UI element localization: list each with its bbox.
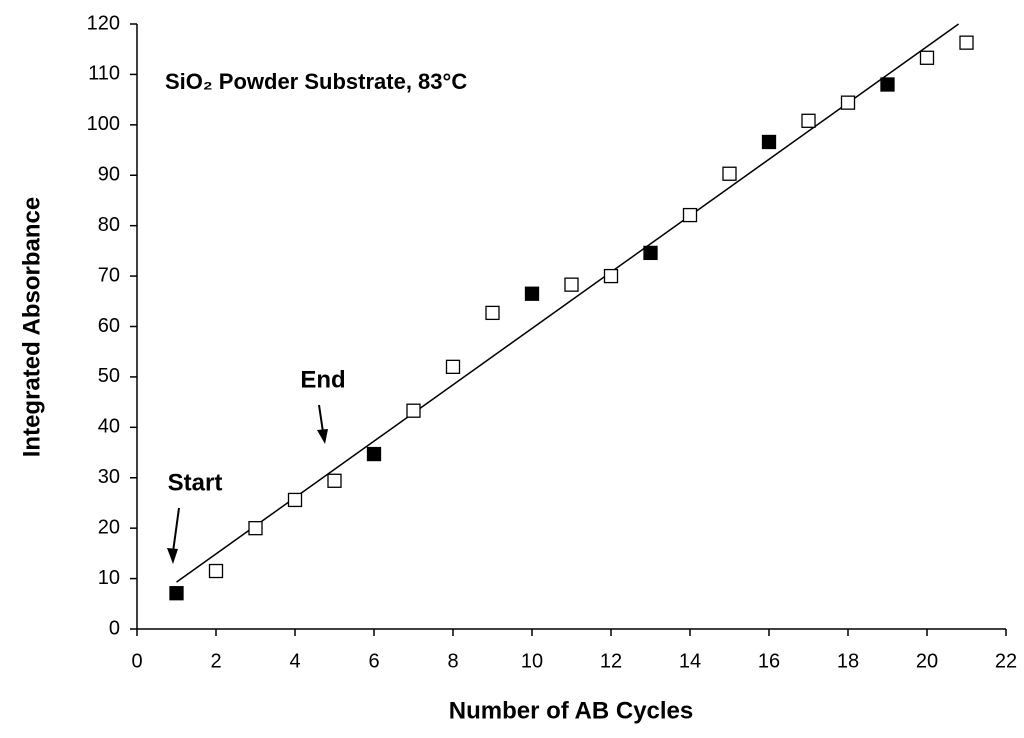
data-point	[327, 473, 342, 488]
data-point	[880, 77, 895, 92]
x-tick-label: 12	[600, 650, 622, 672]
annotation: Start	[168, 469, 223, 496]
x-tick-label: 10	[521, 650, 543, 672]
data-point	[919, 50, 935, 65]
y-tick-label: 100	[87, 113, 120, 135]
x-tick-label: 2	[210, 650, 221, 672]
y-tick-label: 60	[98, 315, 120, 337]
x-tick-label: 6	[368, 650, 379, 672]
data-point	[603, 268, 619, 284]
y-tick-label: 90	[98, 164, 120, 186]
data-point	[643, 245, 658, 261]
data-point	[840, 95, 856, 110]
y-axis-title: Integrated Absorbance	[18, 197, 45, 458]
x-tick-label: 22	[995, 650, 1017, 672]
data-point	[801, 113, 816, 128]
data-point	[248, 521, 263, 536]
data-point	[524, 286, 540, 301]
x-tick-label: 4	[289, 650, 300, 672]
x-tick-label: 0	[131, 650, 142, 672]
data-point	[485, 305, 500, 321]
data-point	[169, 586, 184, 601]
trendline	[176, 23, 960, 583]
y-tick-label: 110	[88, 63, 120, 85]
annotation: End	[300, 366, 345, 393]
data-point	[682, 207, 698, 223]
x-tick-label: 16	[758, 650, 780, 672]
x-tick-label: 8	[447, 650, 458, 672]
data-point	[445, 359, 461, 374]
data-point	[722, 166, 737, 181]
y-tick-label: 30	[98, 466, 120, 488]
y-tick-label: 70	[98, 264, 120, 286]
y-tick-label: 0	[109, 617, 120, 639]
y-tick-label: 10	[98, 567, 120, 589]
y-tick-label: 50	[98, 365, 120, 387]
annotation-arrows	[167, 404, 328, 564]
x-tick-label: 18	[837, 650, 859, 672]
data-point	[959, 35, 974, 50]
data-point	[564, 277, 579, 292]
x-tick-label: 20	[916, 650, 938, 672]
y-tick-label: 120	[87, 12, 120, 34]
chart-title: SiO₂ Powder Substrate, 83°C	[165, 69, 467, 94]
y-tick-label: 80	[98, 214, 120, 236]
data-point	[366, 446, 382, 462]
x-axis-title: Number of AB Cycles	[449, 697, 694, 724]
x-tick-label: 14	[679, 650, 701, 672]
data-point	[208, 563, 224, 579]
data-point	[287, 492, 303, 508]
y-tick-label: 20	[98, 516, 120, 538]
data-point	[761, 134, 777, 150]
data-point	[406, 403, 421, 418]
y-tick-label: 40	[98, 416, 120, 438]
